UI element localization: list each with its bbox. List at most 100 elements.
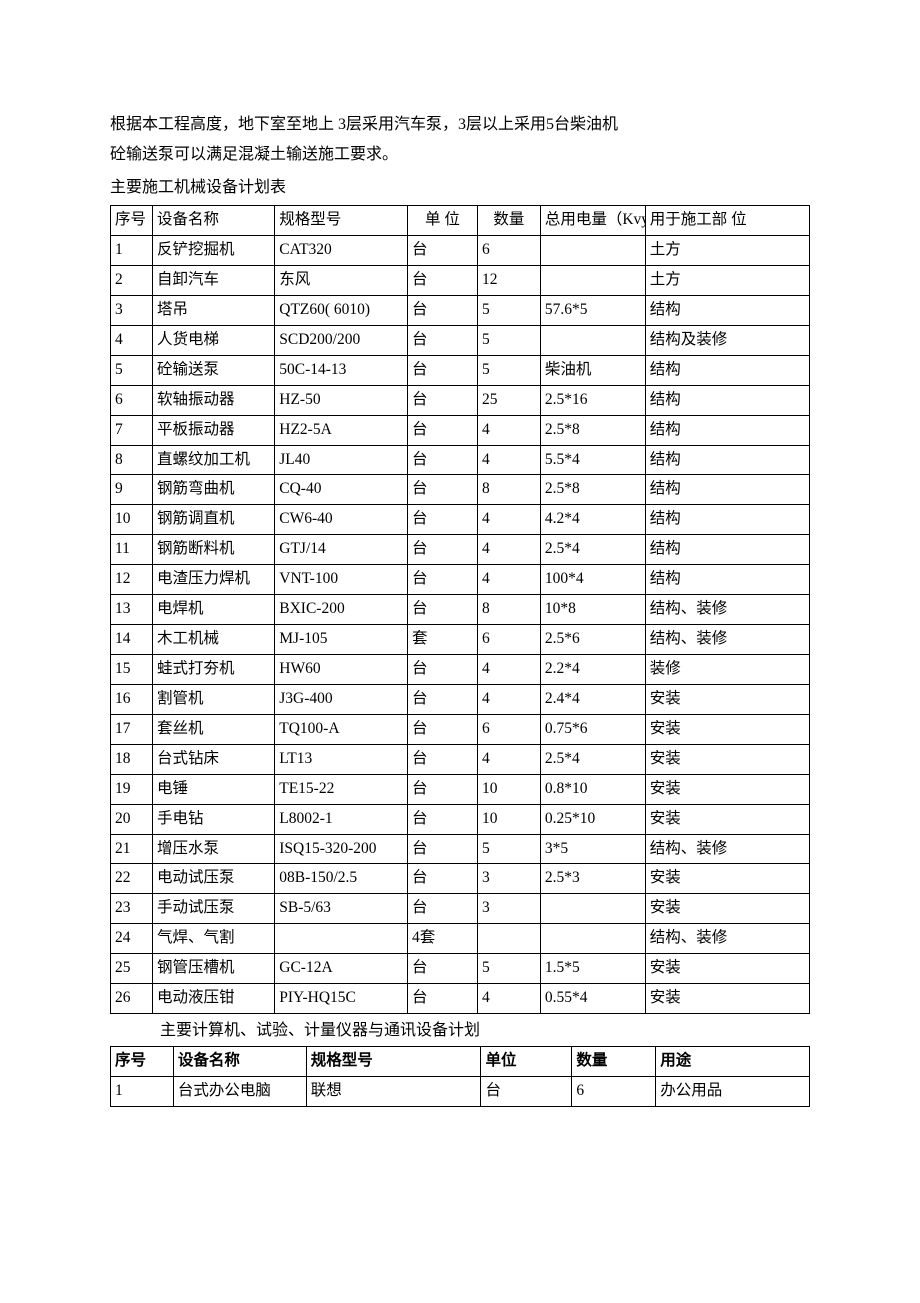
table2-header-usage: 用途 <box>656 1047 810 1077</box>
table-cell: 台 <box>408 744 478 774</box>
table2-header-qty: 数量 <box>572 1047 656 1077</box>
table-row: 9钢筋弯曲机CQ-40台82.5*8结构 <box>111 475 810 505</box>
table-cell: 装修 <box>645 655 809 685</box>
table-cell: 台 <box>408 714 478 744</box>
table-cell: 台 <box>408 834 478 864</box>
table-cell: 4 <box>477 505 540 535</box>
table-row: 18台式钻床LT13台42.5*4安装 <box>111 744 810 774</box>
table-cell: 电动试压泵 <box>152 864 274 894</box>
table-cell: 台 <box>408 595 478 625</box>
table2-header-index: 序号 <box>111 1047 174 1077</box>
table-cell: 台 <box>408 236 478 266</box>
table-cell: 土方 <box>645 236 809 266</box>
table-row: 26电动液压钳PIY-HQ15C台40.55*4安装 <box>111 984 810 1014</box>
instrument-plan-table: 序号 设备名称 规格型号 单位 数量 用途 1台式办公电脑联想台6办公用品 <box>110 1046 810 1107</box>
table-cell: PIY-HQ15C <box>275 984 408 1014</box>
table-row: 15蛙式打夯机HW60台42.2*4装修 <box>111 655 810 685</box>
table-cell: 5 <box>477 834 540 864</box>
table1-caption: 主要施工机械设备计划表 <box>110 173 810 203</box>
table-row: 25钢管压槽机GC-12A台51.5*5安装 <box>111 954 810 984</box>
table-cell: 2.5*8 <box>540 475 645 505</box>
table-row: 1台式办公电脑联想台6办公用品 <box>111 1077 810 1107</box>
table-cell: 5 <box>111 355 153 385</box>
table-cell: 2.5*4 <box>540 535 645 565</box>
document-page: 根据本工程高度，地下室至地上 3层采用汽车泵，3层以上采用5台柴油机 砼输送泵可… <box>0 0 920 1147</box>
table-cell: 11 <box>111 535 153 565</box>
table-cell: 反铲挖掘机 <box>152 236 274 266</box>
table-cell: 5.5*4 <box>540 445 645 475</box>
table-cell: 钢筋弯曲机 <box>152 475 274 505</box>
table-cell: 2 <box>111 266 153 296</box>
table-cell: GC-12A <box>275 954 408 984</box>
table-row: 23手动试压泵SB-5/63台3安装 <box>111 894 810 924</box>
table-cell: 平板振动器 <box>152 415 274 445</box>
table-cell: 结构、装修 <box>645 834 809 864</box>
table1-header-qty: 数量 <box>477 206 540 236</box>
table-cell: 联想 <box>306 1077 481 1107</box>
table-cell: 安装 <box>645 804 809 834</box>
table-cell: 台 <box>408 864 478 894</box>
table-cell: 4套 <box>408 924 478 954</box>
table-cell: 结构 <box>645 385 809 415</box>
table-cell: 钢筋调直机 <box>152 505 274 535</box>
table-cell: 5 <box>477 954 540 984</box>
table-cell: 台 <box>481 1077 572 1107</box>
para-line-2: 砼输送泵可以满足混凝土输送施工要求。 <box>110 146 398 163</box>
table-cell <box>540 894 645 924</box>
table-cell: 台 <box>408 295 478 325</box>
table-cell: 台 <box>408 894 478 924</box>
table-cell: 25 <box>111 954 153 984</box>
table-cell <box>540 236 645 266</box>
table-cell: 台 <box>408 984 478 1014</box>
table-cell: HZ2-5A <box>275 415 408 445</box>
table-cell: 电动液压钳 <box>152 984 274 1014</box>
table-cell: 4 <box>111 325 153 355</box>
table-cell: 24 <box>111 924 153 954</box>
table-cell: 16 <box>111 684 153 714</box>
table-cell: 0.8*10 <box>540 774 645 804</box>
table-cell: SB-5/63 <box>275 894 408 924</box>
para-line-1: 根据本工程高度，地下室至地上 3层采用汽车泵，3层以上采用5台柴油机 <box>110 116 618 133</box>
table-cell: 台 <box>408 355 478 385</box>
table-cell: 砼输送泵 <box>152 355 274 385</box>
table-cell: 软轴振动器 <box>152 385 274 415</box>
table-cell: 3 <box>111 295 153 325</box>
table-cell: 电锤 <box>152 774 274 804</box>
table2-header-unit: 单位 <box>481 1047 572 1077</box>
table-cell: 4 <box>477 684 540 714</box>
machinery-plan-table: 序号 设备名称 规格型号 单 位 数量 总用电量（Kvy 用于施工部 位 1反铲… <box>110 205 810 1014</box>
table-cell: 19 <box>111 774 153 804</box>
table1-header-index: 序号 <box>111 206 153 236</box>
table-cell: 5 <box>477 325 540 355</box>
table-cell: 割管机 <box>152 684 274 714</box>
table-cell: 结构、装修 <box>645 924 809 954</box>
table-cell: 50C-14-13 <box>275 355 408 385</box>
table-cell: 17 <box>111 714 153 744</box>
table-cell: HZ-50 <box>275 385 408 415</box>
table-row: 3塔吊QTZ60( 6010)台557.6*5结构 <box>111 295 810 325</box>
table1-header-model: 规格型号 <box>275 206 408 236</box>
table-cell: 10 <box>111 505 153 535</box>
table-cell: 22 <box>111 864 153 894</box>
table-cell: 套丝机 <box>152 714 274 744</box>
table-cell: ISQ15-320-200 <box>275 834 408 864</box>
table-cell: 台 <box>408 684 478 714</box>
table-cell: CQ-40 <box>275 475 408 505</box>
table-row: 17套丝机TQ100-A台60.75*6安装 <box>111 714 810 744</box>
table-cell: 4 <box>477 535 540 565</box>
table-cell: 电焊机 <box>152 595 274 625</box>
table-cell: 台 <box>408 475 478 505</box>
table-row: 11钢筋断料机GTJ/14台42.5*4结构 <box>111 535 810 565</box>
table1-header-row: 序号 设备名称 规格型号 单 位 数量 总用电量（Kvy 用于施工部 位 <box>111 206 810 236</box>
table-cell: 20 <box>111 804 153 834</box>
table-cell: 4 <box>477 565 540 595</box>
table-cell: 结构 <box>645 535 809 565</box>
table-cell: GTJ/14 <box>275 535 408 565</box>
table-row: 19电锤TE15-22台100.8*10安装 <box>111 774 810 804</box>
table-cell <box>540 325 645 355</box>
table-cell: 结构 <box>645 355 809 385</box>
table-cell: MJ-105 <box>275 625 408 655</box>
table-cell: 3 <box>477 894 540 924</box>
table-cell: 1 <box>111 236 153 266</box>
table-row: 24气焊、气割4套结构、装修 <box>111 924 810 954</box>
